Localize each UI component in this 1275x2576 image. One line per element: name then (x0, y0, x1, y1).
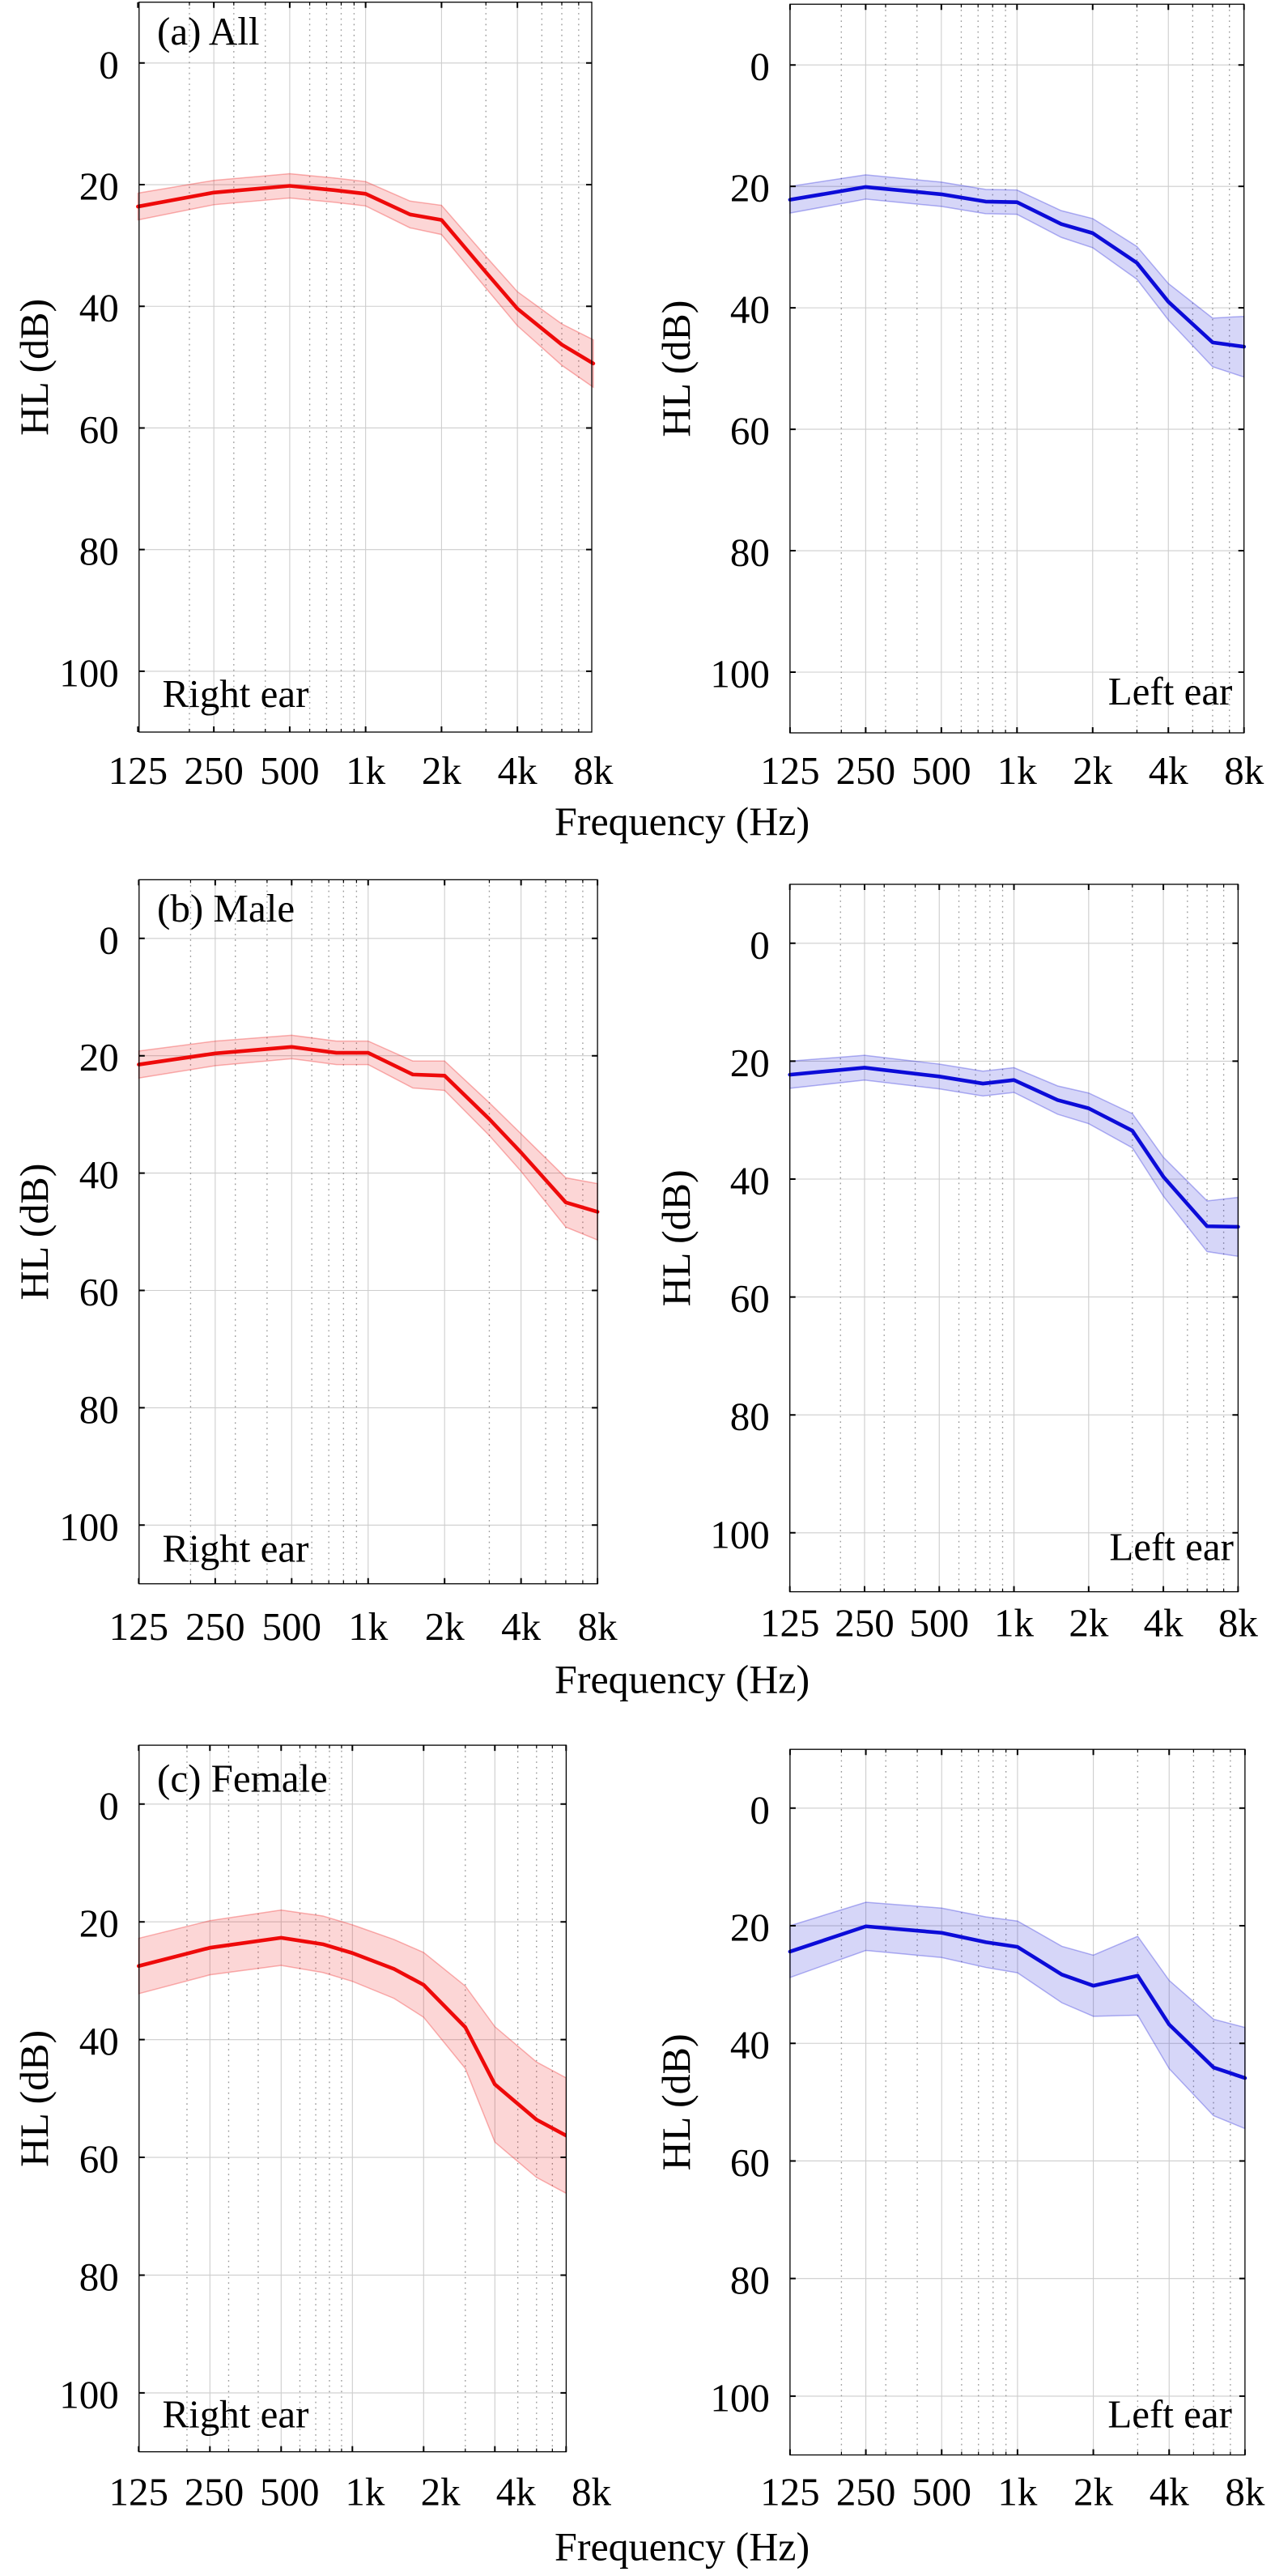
svg-text:20: 20 (79, 1035, 119, 1079)
svg-text:4k: 4k (496, 2469, 537, 2514)
svg-text:4k: 4k (501, 1604, 542, 1649)
svg-text:500: 500 (912, 748, 971, 793)
svg-text:40: 40 (79, 286, 119, 330)
svg-text:4k: 4k (1144, 1601, 1184, 1646)
svg-text:0: 0 (99, 1783, 119, 1828)
svg-text:4k: 4k (1150, 2469, 1190, 2514)
svg-text:250: 250 (185, 2469, 244, 2514)
svg-text:1k: 1k (994, 1601, 1035, 1646)
svg-text:2k: 2k (422, 748, 462, 793)
svg-text:1k: 1k (346, 748, 386, 793)
svg-text:100: 100 (710, 2375, 770, 2420)
svg-text:2k: 2k (1073, 748, 1113, 793)
svg-text:2k: 2k (421, 2469, 461, 2514)
svg-text:125: 125 (109, 2469, 169, 2514)
svg-text:80: 80 (730, 1394, 770, 1439)
svg-text:250: 250 (836, 748, 896, 793)
svg-text:500: 500 (262, 1604, 322, 1649)
svg-text:Right ear: Right ear (163, 1526, 309, 1571)
svg-text:125: 125 (109, 1604, 169, 1649)
svg-text:20: 20 (730, 1041, 770, 1085)
svg-text:Frequency (Hz): Frequency (Hz) (555, 1656, 810, 1701)
svg-text:Left ear: Left ear (1108, 669, 1233, 713)
svg-text:80: 80 (79, 529, 119, 573)
svg-text:60: 60 (730, 2140, 770, 2185)
svg-text:60: 60 (730, 409, 770, 453)
svg-text:8k: 8k (573, 748, 614, 793)
svg-text:4k: 4k (1149, 748, 1189, 793)
svg-text:100: 100 (59, 1505, 119, 1549)
svg-text:8k: 8k (572, 2469, 612, 2514)
svg-text:100: 100 (59, 650, 119, 695)
svg-text:500: 500 (260, 748, 320, 793)
svg-text:250: 250 (184, 748, 244, 793)
svg-text:HL (dB): HL (dB) (11, 299, 57, 436)
svg-text:500: 500 (260, 2469, 320, 2514)
svg-text:0: 0 (99, 918, 119, 962)
svg-text:0: 0 (750, 45, 770, 89)
svg-text:8k: 8k (578, 1604, 618, 1649)
svg-text:HL (dB): HL (dB) (653, 1169, 699, 1306)
svg-text:8k: 8k (1225, 2469, 1265, 2514)
svg-text:Frequency (Hz): Frequency (Hz) (555, 2523, 810, 2569)
svg-text:60: 60 (730, 1276, 770, 1321)
svg-text:60: 60 (79, 407, 119, 452)
svg-text:500: 500 (910, 1601, 970, 1646)
svg-text:20: 20 (730, 1905, 770, 1950)
svg-text:HL (dB): HL (dB) (11, 1164, 57, 1301)
svg-text:20: 20 (79, 164, 119, 209)
svg-text:Left ear: Left ear (1109, 1524, 1234, 1569)
svg-text:4k: 4k (498, 748, 538, 793)
svg-text:2k: 2k (425, 1604, 465, 1649)
svg-text:(a) All: (a) All (157, 9, 260, 53)
svg-text:40: 40 (79, 2019, 119, 2063)
svg-text:1k: 1k (348, 1604, 389, 1649)
svg-text:2k: 2k (1069, 1601, 1109, 1646)
svg-text:HL (dB): HL (dB) (653, 300, 699, 437)
svg-text:0: 0 (99, 42, 119, 87)
svg-text:Right ear: Right ear (163, 2392, 309, 2437)
svg-text:250: 250 (185, 1604, 245, 1649)
svg-text:125: 125 (108, 748, 168, 793)
svg-text:60: 60 (79, 2137, 119, 2182)
svg-text:250: 250 (836, 2469, 896, 2514)
svg-text:(b) Male: (b) Male (157, 886, 295, 930)
svg-text:1k: 1k (345, 2469, 385, 2514)
svg-text:60: 60 (79, 1270, 119, 1314)
svg-text:40: 40 (730, 2023, 770, 2067)
svg-text:HL (dB): HL (dB) (11, 2030, 57, 2167)
svg-text:8k: 8k (1218, 1601, 1259, 1646)
svg-text:80: 80 (730, 530, 770, 575)
svg-text:Left ear: Left ear (1107, 2392, 1232, 2437)
svg-text:500: 500 (912, 2469, 971, 2514)
svg-text:250: 250 (835, 1601, 895, 1646)
svg-text:20: 20 (79, 1901, 119, 1946)
svg-text:HL (dB): HL (dB) (653, 2033, 699, 2170)
svg-text:8k: 8k (1224, 748, 1264, 793)
svg-text:40: 40 (730, 287, 770, 332)
svg-text:80: 80 (730, 2258, 770, 2302)
svg-text:1k: 1k (997, 748, 1038, 793)
svg-text:125: 125 (760, 748, 820, 793)
svg-text:(c) Female: (c) Female (157, 1756, 328, 1800)
svg-text:0: 0 (750, 922, 770, 967)
svg-text:40: 40 (79, 1152, 119, 1197)
svg-text:20: 20 (730, 166, 770, 211)
svg-text:80: 80 (79, 2255, 119, 2299)
svg-text:100: 100 (59, 2372, 119, 2416)
svg-text:Right ear: Right ear (163, 671, 309, 716)
svg-text:2k: 2k (1073, 2469, 1114, 2514)
svg-text:100: 100 (710, 1512, 770, 1556)
svg-text:0: 0 (750, 1787, 770, 1832)
svg-text:40: 40 (730, 1159, 770, 1203)
svg-text:125: 125 (760, 1601, 820, 1646)
svg-text:80: 80 (79, 1387, 119, 1432)
svg-text:125: 125 (760, 2469, 820, 2514)
svg-text:1k: 1k (997, 2469, 1038, 2514)
svg-text:Frequency (Hz): Frequency (Hz) (555, 798, 810, 844)
svg-text:100: 100 (710, 652, 770, 696)
